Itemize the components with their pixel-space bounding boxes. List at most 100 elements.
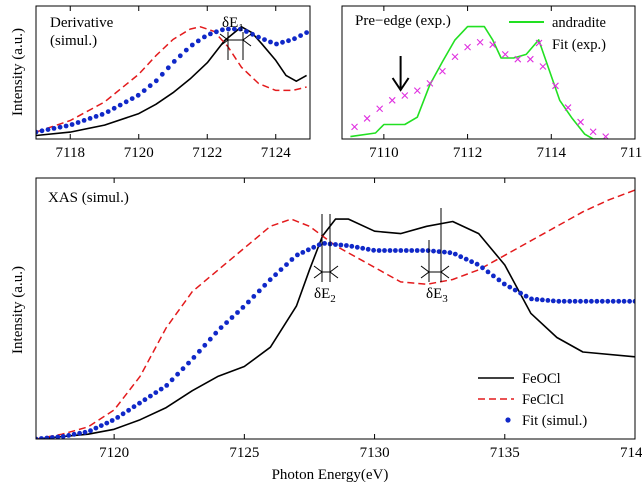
- xas-point-fit-simul: [550, 298, 556, 304]
- preedge-tick-label: 7110: [369, 145, 398, 161]
- xas-point-fit-simul: [273, 272, 278, 278]
- xas-point-fit-simul: [583, 298, 589, 304]
- derivative-panel: Intensity (a.u.) 7118 7120 7122 7124 Deriva…: [10, 5, 311, 161]
- derivative-point-fit-simul: [189, 42, 195, 48]
- xas-point-fit-simul: [169, 377, 175, 383]
- xas-point-fit-simul: [104, 420, 110, 426]
- xas-point-fit-simul: [403, 248, 409, 253]
- derivative-tick-label: 7124: [261, 145, 292, 161]
- xas-point-fit-simul: [311, 244, 317, 250]
- xas-point-fit-simul: [627, 298, 632, 304]
- xas-point-fit-simul: [224, 320, 230, 325]
- xas-point-fit-simul: [207, 336, 213, 342]
- xas-point-fit-simul: [256, 288, 262, 294]
- xas-point-fit-simul: [501, 281, 507, 287]
- xas-point-fit-simul: [491, 273, 496, 279]
- derivative-point-fit-simul: [280, 39, 285, 45]
- xas-point-fit-simul: [436, 249, 442, 255]
- preedge-frame: [341, 5, 636, 140]
- preedge-point-fit-exp: [426, 79, 434, 87]
- derivative-point-fit-simul: [63, 123, 69, 129]
- preedge-tick-label: 7116: [620, 145, 642, 161]
- derivative-point-fit-simul: [208, 31, 213, 37]
- legend-feocl-label: FeOCl: [522, 371, 561, 387]
- derivative-point-fit-simul: [36, 129, 39, 135]
- derivative-point-fit-simul: [183, 47, 189, 53]
- xas-ylabel: Intensity (a.u.): [10, 266, 26, 354]
- preedge-point-fit-exp: [413, 87, 421, 95]
- derivative-tick-label: 7122: [192, 145, 222, 161]
- xas-point-fit-simul: [376, 248, 382, 253]
- delta-e3-label: δE3: [426, 286, 448, 305]
- xas-point-fit-simul: [545, 298, 551, 303]
- preedge-point-fit-exp: [589, 128, 597, 136]
- xas-point-fit-simul: [180, 366, 186, 372]
- xas-point-fit-simul: [616, 298, 622, 304]
- xas-point-fit-simul: [387, 248, 393, 253]
- derivative-point-fit-simul: [238, 26, 243, 32]
- derivative-point-fit-simul: [202, 34, 207, 40]
- xas-point-fit-simul: [213, 330, 219, 336]
- preedge-point-fit-exp: [401, 92, 409, 99]
- xas-point-fit-simul: [142, 397, 148, 403]
- derivative-point-fit-simul: [81, 118, 87, 123]
- xas-point-fit-simul: [556, 298, 562, 304]
- xas-point-fit-simul: [93, 425, 99, 431]
- derivative-point-fit-simul: [57, 124, 63, 130]
- delta-e1-label: δE1: [222, 15, 244, 34]
- derivative-point-fit-simul: [177, 53, 183, 59]
- xas-point-fit-simul: [512, 287, 518, 293]
- xas-tick-label: 7125: [229, 445, 259, 461]
- xas-point-fit-simul: [496, 277, 502, 283]
- derivative-point-fit-simul: [147, 83, 153, 89]
- derivative-point-fit-simul: [45, 127, 51, 132]
- xas-point-fit-simul: [82, 429, 88, 435]
- xas-point-fit-simul: [398, 248, 404, 253]
- legend-fit-simul-label: Fit (simul.): [522, 413, 587, 429]
- derivative-series-feocl: [36, 25, 307, 137]
- xas-point-fit-simul: [480, 265, 485, 271]
- legend-fit-exp-swatch: [535, 39, 543, 47]
- delta-e2-marker: [313, 214, 339, 282]
- derivative-point-fit-simul: [250, 31, 255, 37]
- derivative-point-fit-simul: [51, 125, 57, 131]
- xas-xlabel: Photon Energy(eV): [272, 467, 389, 482]
- preedge-point-fit-exp: [514, 55, 522, 63]
- xas-point-fit-simul: [36, 436, 39, 439]
- xas-point-fit-simul: [39, 436, 44, 439]
- xas-point-fit-simul: [126, 407, 131, 413]
- xas-point-fit-simul: [202, 342, 208, 348]
- xas-point-fit-simul: [523, 293, 529, 299]
- xas-point-fit-simul: [594, 298, 600, 304]
- derivative-point-fit-simul: [141, 88, 147, 93]
- xas-point-fit-simul: [278, 267, 284, 272]
- preedge-title: Pre−edge (exp.): [355, 13, 451, 29]
- xas-point-fit-simul: [610, 298, 616, 304]
- xas-point-fit-simul: [529, 296, 534, 302]
- xas-point-fit-simul: [235, 310, 240, 315]
- delta-e2-label: δE2: [314, 286, 336, 305]
- xas-point-fit-simul: [518, 290, 523, 296]
- xas-point-fit-simul: [98, 423, 104, 428]
- xas-point-fit-simul: [485, 269, 491, 275]
- xas-point-fit-simul: [534, 297, 540, 302]
- xas-point-fit-simul: [393, 248, 398, 253]
- derivative-point-fit-simul: [286, 38, 291, 44]
- xas-point-fit-simul: [60, 434, 66, 439]
- xas-point-fit-simul: [409, 248, 415, 253]
- legend-fit-exp-label: Fit (exp.): [552, 37, 606, 53]
- preedge-curves: [350, 25, 610, 139]
- preedge-point-fit-exp: [376, 105, 384, 113]
- xas-point-fit-simul: [186, 360, 191, 366]
- xas-point-fit-simul: [447, 250, 453, 256]
- xas-point-fit-simul: [284, 262, 289, 267]
- derivative-point-fit-simul: [214, 29, 219, 35]
- legend-fit-simul-swatch: [505, 417, 511, 423]
- derivative-point-fit-simul: [153, 78, 159, 84]
- derivative-point-fit-simul: [274, 41, 279, 47]
- xas-point-fit-simul: [360, 245, 366, 251]
- xas-point-fit-simul: [131, 404, 137, 410]
- derivative-curves: [36, 25, 309, 137]
- xas-panel: Intensity (a.u.) Photon Energy(eV) 7120 7…: [10, 177, 642, 482]
- xas-point-fit-simul: [442, 249, 447, 255]
